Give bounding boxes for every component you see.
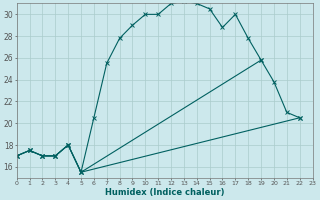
X-axis label: Humidex (Indice chaleur): Humidex (Indice chaleur) (105, 188, 224, 197)
